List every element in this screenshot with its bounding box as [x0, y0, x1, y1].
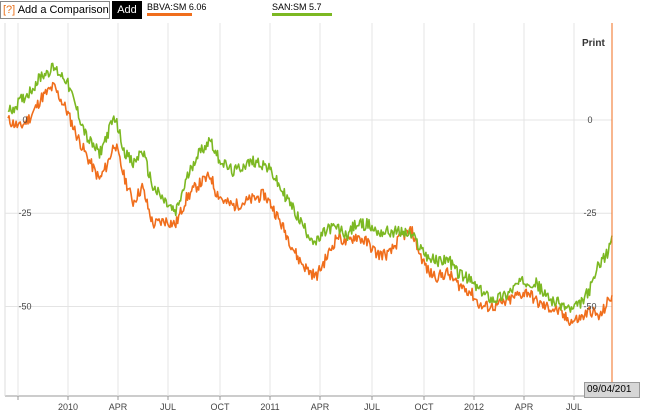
chart-series [7, 23, 613, 396]
x-tick-label: JUL [566, 402, 582, 412]
x-tick-label: APR [515, 402, 534, 412]
y-tick-label-right: -25 [583, 208, 596, 218]
y-tick-label-left: -50 [18, 301, 31, 311]
y-tick-label-left: 0 [22, 115, 27, 125]
x-tick-label: OCT [211, 402, 231, 412]
legend-swatch-san [272, 13, 332, 16]
series-line-san [7, 62, 613, 313]
x-tick-label: JUL [364, 402, 380, 412]
print-button[interactable]: Print [582, 38, 605, 49]
y-tick-label-right: -50 [583, 301, 596, 311]
add-button[interactable]: Add [112, 1, 142, 19]
x-tick-label: 2012 [464, 402, 484, 412]
legend-label-bbva: BBVA:SM 6.06 [147, 2, 207, 12]
legend-item-bbva: BBVA:SM 6.06 [147, 2, 206, 16]
legend-swatch-bbva [147, 13, 192, 16]
x-tick-label: 2011 [260, 402, 279, 412]
chart-toolbar: [?] Add a Comparison Add BBVA:SM 6.06 SA… [0, 0, 656, 22]
chart-axis-labels: 2010 APR JUL OCT 2011 APR JUL OCT 2012 APR JUL 0 0 -2… [18, 115, 596, 412]
x-tick-label: 2010 [58, 402, 78, 412]
y-tick-label-left: -25 [18, 208, 31, 218]
y-tick-label-right: 0 [587, 115, 592, 125]
help-mark[interactable]: [?] [3, 4, 16, 16]
x-tick-label: APR [109, 402, 128, 412]
x-tick-label: JUL [160, 402, 176, 412]
x-tick-label: OCT [415, 402, 435, 412]
legend-label-san: SAN:SM 5.7 [272, 2, 322, 12]
cursor-date-label: 09/04/201 [584, 382, 640, 398]
x-tick-label: APR [311, 402, 330, 412]
legend-item-san: SAN:SM 5.7 [272, 2, 332, 16]
add-comparison-label: Add a Comparison [17, 4, 109, 16]
series-line-bbva [7, 81, 613, 326]
chart-grid [4, 23, 612, 400]
add-comparison-field[interactable]: [?] Add a Comparison [0, 1, 110, 19]
